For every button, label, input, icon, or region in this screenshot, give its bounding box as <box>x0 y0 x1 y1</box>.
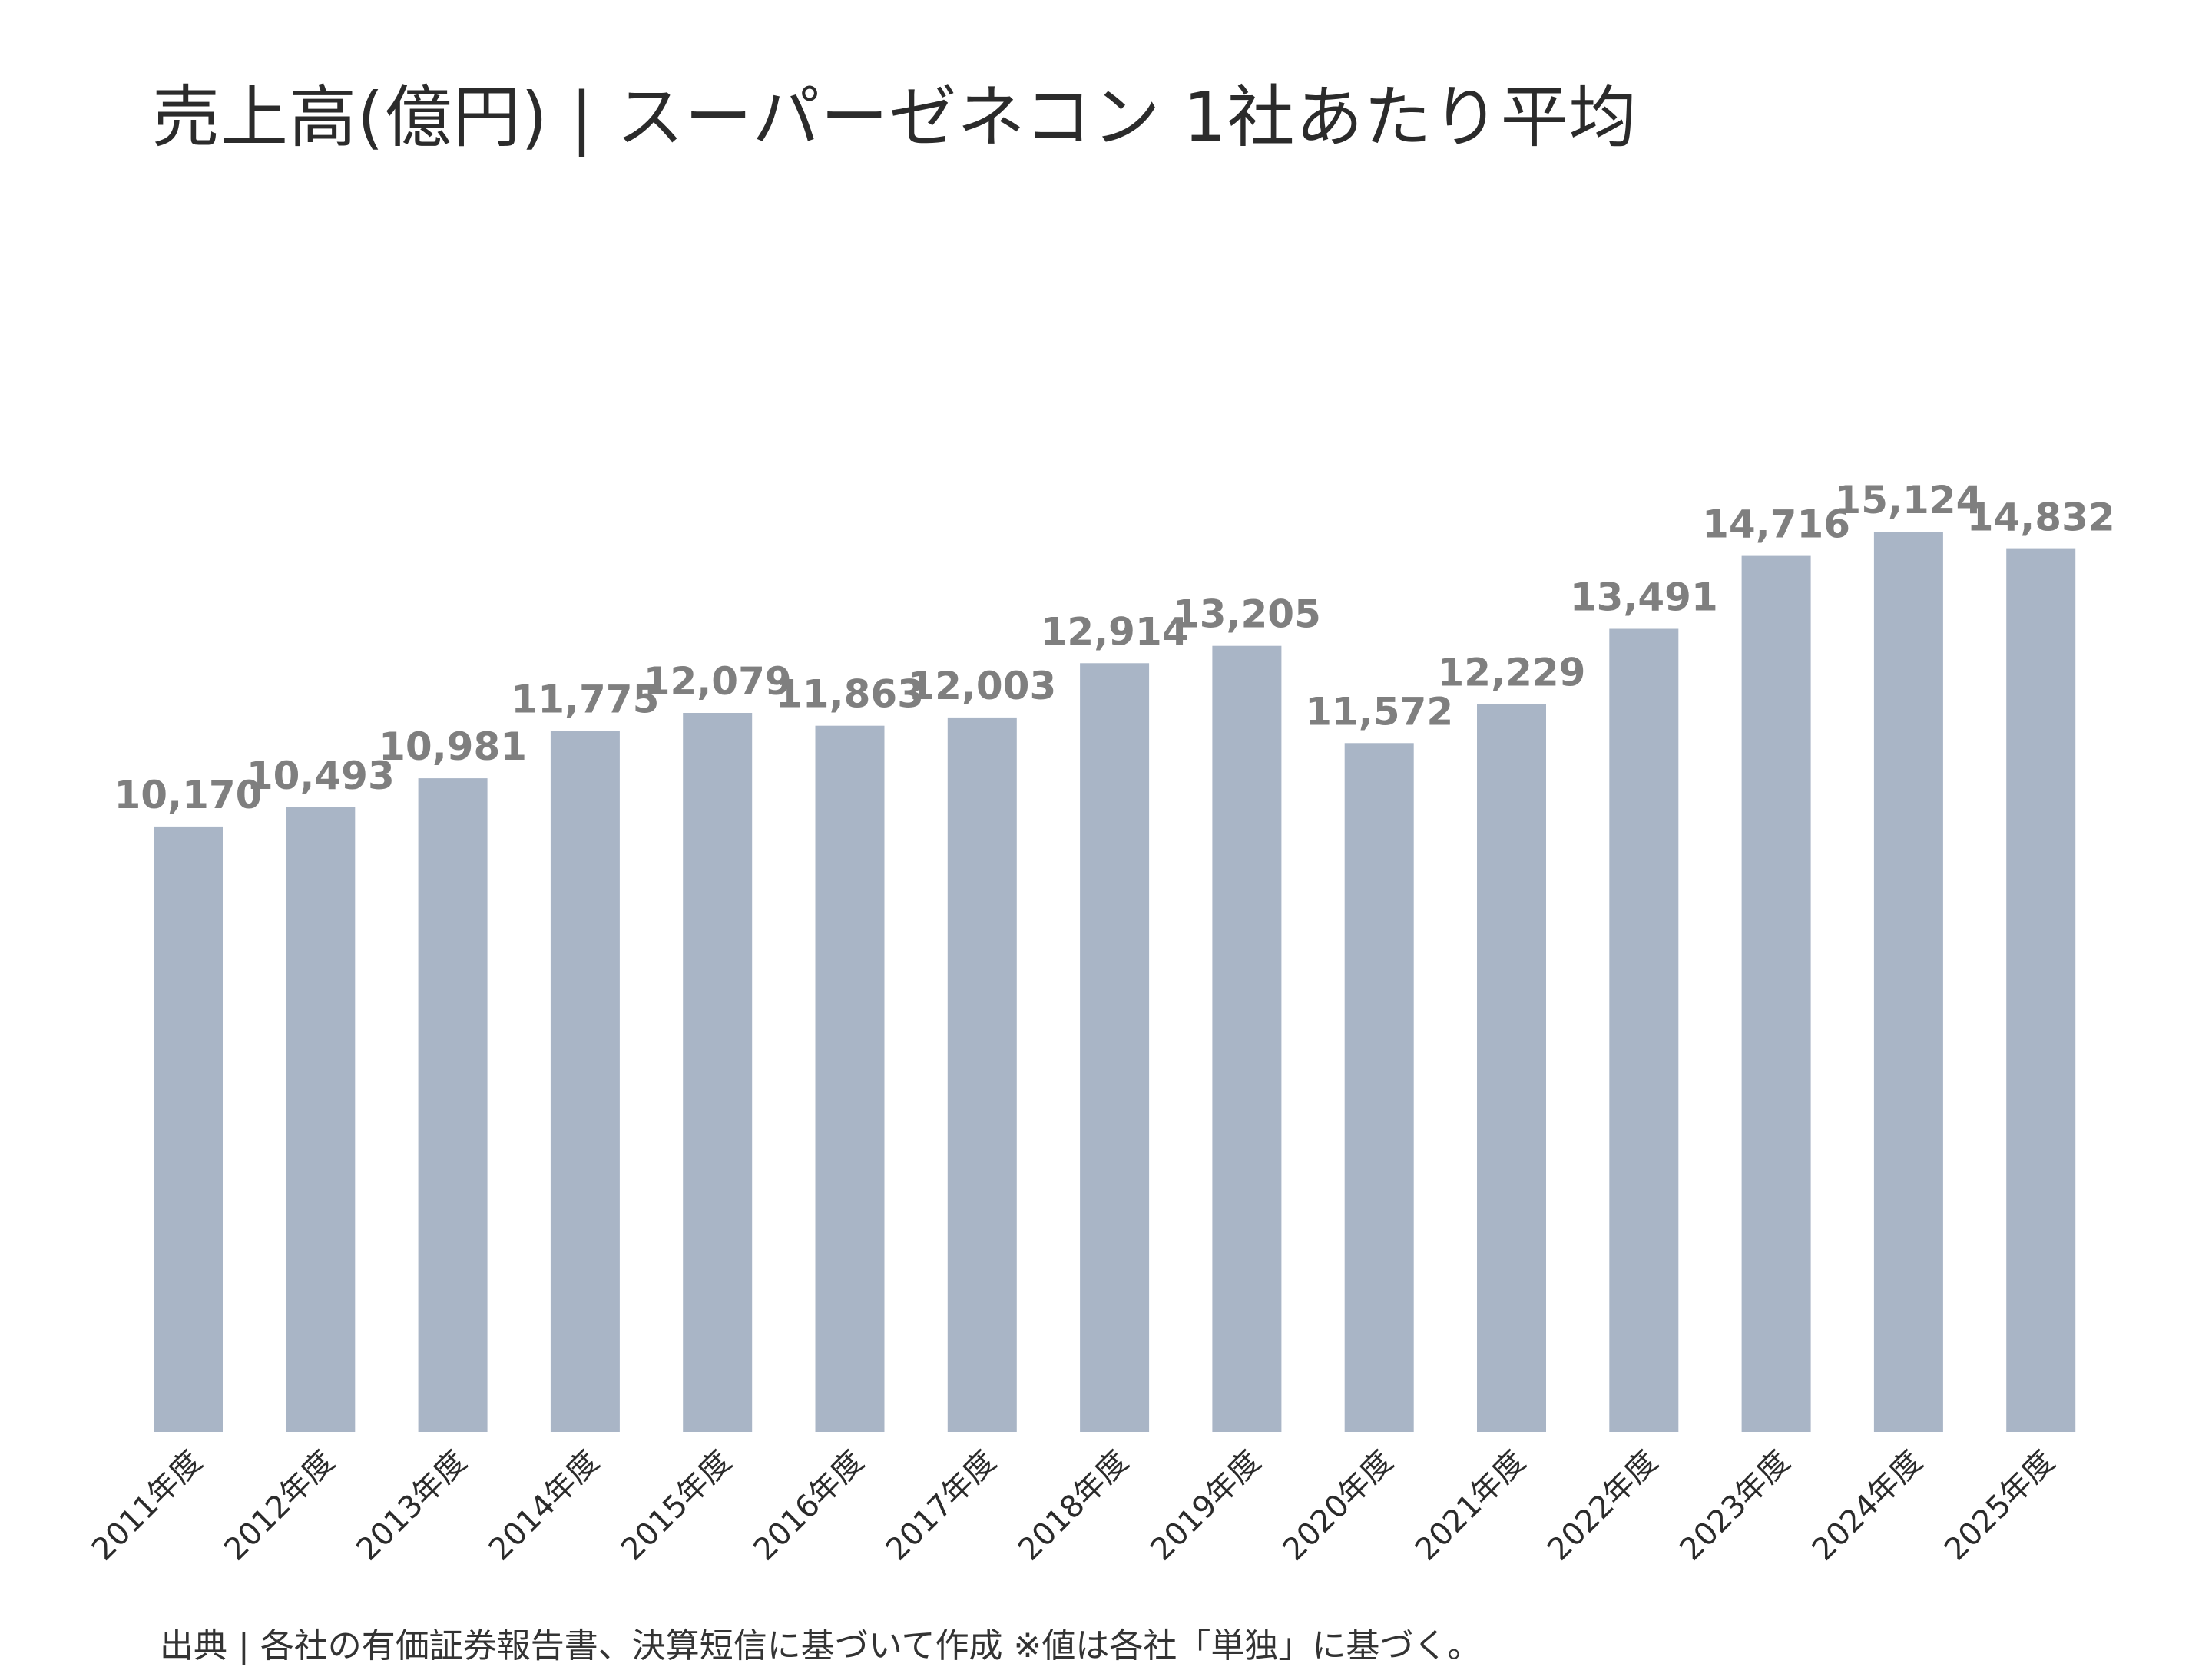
value-label-2023年度: 14,716 <box>1702 502 1850 547</box>
bar-2022年度 <box>1609 628 1679 1432</box>
tick-label-2014年度: 2014年度 <box>482 1444 606 1568</box>
bar-2023年度 <box>1741 555 1811 1432</box>
bar-2016年度 <box>815 725 885 1432</box>
bar-2024年度 <box>1873 532 1943 1432</box>
bar-2025年度 <box>2006 548 2076 1432</box>
value-label-2014年度: 11,775 <box>511 678 659 722</box>
value-label-2015年度: 12,079 <box>644 659 792 704</box>
tick-label-2021年度: 2021年度 <box>1409 1444 1532 1568</box>
bar-2018年度 <box>1080 663 1150 1432</box>
tick-label-2015年度: 2015年度 <box>614 1444 738 1568</box>
bar-2020年度 <box>1344 743 1414 1432</box>
bar-2015年度 <box>683 713 753 1432</box>
value-label-2021年度: 12,229 <box>1438 650 1586 694</box>
source-note: 出典 | 各社の有価証券報告書、決算短信に基づいて作成 ※値は各社「単独」に基づ… <box>160 1626 1482 1665</box>
bars-group <box>154 532 2076 1432</box>
value-label-2012年度: 10,493 <box>247 754 395 798</box>
tick-label-2012年度: 2012年度 <box>217 1444 341 1568</box>
tick-label-2018年度: 2018年度 <box>1012 1444 1135 1568</box>
bar-2019年度 <box>1212 645 1282 1432</box>
bar-2011年度 <box>154 826 223 1432</box>
value-label-2016年度: 11,863 <box>776 672 924 717</box>
bar-2021年度 <box>1477 704 1546 1432</box>
tick-label-2024年度: 2024年度 <box>1806 1444 1929 1568</box>
value-label-2013年度: 10,981 <box>379 724 527 769</box>
value-label-2024年度: 15,124 <box>1834 478 1982 522</box>
tick-label-2022年度: 2022年度 <box>1541 1444 1664 1568</box>
value-label-2020年度: 11,572 <box>1305 689 1453 734</box>
tick-label-2011年度: 2011年度 <box>85 1444 209 1568</box>
value-labels-group: 10,17010,49310,98111,77512,07911,86312,0… <box>114 478 2115 817</box>
value-label-2019年度: 13,205 <box>1173 592 1321 637</box>
value-label-2022年度: 13,491 <box>1570 575 1718 620</box>
bar-2012年度 <box>286 807 356 1432</box>
tick-label-2019年度: 2019年度 <box>1144 1444 1267 1568</box>
tick-label-2023年度: 2023年度 <box>1674 1444 1797 1568</box>
value-label-2011年度: 10,170 <box>114 773 263 817</box>
tick-label-2025年度: 2025年度 <box>1938 1444 2061 1568</box>
value-label-2018年度: 12,914 <box>1041 609 1189 654</box>
tick-label-2017年度: 2017年度 <box>879 1444 1003 1568</box>
value-label-2025年度: 14,832 <box>1967 495 2115 540</box>
bar-2017年度 <box>947 717 1017 1432</box>
bar-2014年度 <box>550 731 620 1432</box>
tick-label-2020年度: 2020年度 <box>1277 1444 1400 1568</box>
tick-label-2016年度: 2016年度 <box>747 1444 870 1568</box>
value-label-2017年度: 12,003 <box>908 664 1056 708</box>
tick-labels-group: 2011年度 2012年度 2013年度 2014年度 2015年度 2016年度 2017… <box>85 1444 2061 1568</box>
bar-2013年度 <box>418 778 488 1432</box>
chart-title: 売上高(億円) | スーパーゼネコン 1社あたり平均 <box>152 78 1637 157</box>
tick-label-2013年度: 2013年度 <box>350 1444 474 1568</box>
